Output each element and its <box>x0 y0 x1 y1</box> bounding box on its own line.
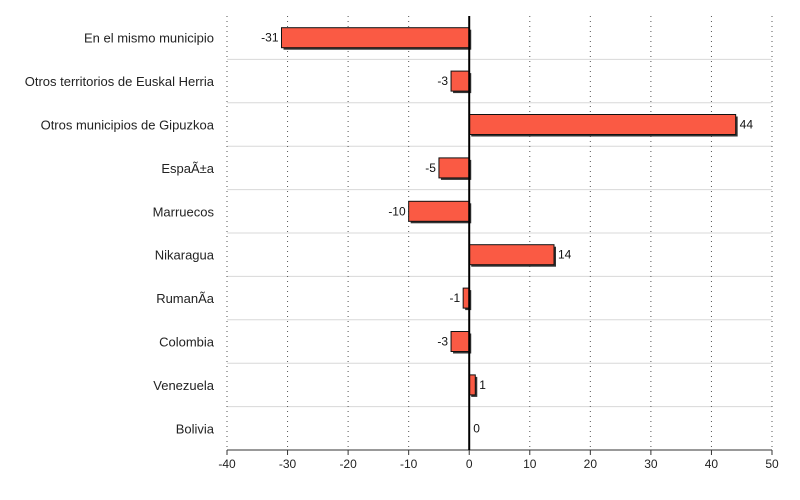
value-label: 44 <box>740 118 754 132</box>
category-label: Bolivia <box>176 421 215 436</box>
value-label: 1 <box>479 378 486 392</box>
x-tick-label: -10 <box>400 457 418 471</box>
category-label: Marruecos <box>153 204 215 219</box>
x-tick-label: 30 <box>644 457 658 471</box>
x-tick-label: 20 <box>584 457 598 471</box>
x-tick-label: -20 <box>339 457 357 471</box>
bar <box>450 70 470 92</box>
bar <box>450 331 470 352</box>
x-tick-label: 0 <box>466 457 473 471</box>
value-label: -3 <box>437 335 448 349</box>
value-label: -3 <box>437 74 448 88</box>
category-label: Venezuela <box>153 378 214 393</box>
value-label: 0 <box>473 421 480 435</box>
value-label: -5 <box>425 161 436 175</box>
x-tick-label: 40 <box>705 457 719 471</box>
category-label: Otros municipios de Gipuzkoa <box>41 118 215 133</box>
value-label: -31 <box>261 31 279 45</box>
category-label: Colombia <box>159 335 215 350</box>
bar <box>408 200 470 222</box>
value-label: 14 <box>558 248 572 262</box>
category-label: Otros territorios de Euskal Herria <box>25 74 215 89</box>
category-label: Nikaragua <box>155 248 215 263</box>
x-tick-label: 10 <box>523 457 537 471</box>
grid <box>226 16 773 455</box>
category-label: EspaÃ±a <box>161 161 214 176</box>
category-label: RumanÃ­a <box>156 291 215 306</box>
bars <box>281 16 738 450</box>
value-label: -10 <box>388 204 406 218</box>
x-tick-label: -40 <box>218 457 236 471</box>
bar <box>468 244 555 266</box>
bar <box>281 27 470 49</box>
x-tick-label: 50 <box>765 457 779 471</box>
bar <box>468 114 737 135</box>
value-label: -1 <box>449 291 460 305</box>
category-label: En el mismo municipio <box>84 31 214 46</box>
bar <box>438 157 470 179</box>
x-tick-label: -30 <box>279 457 297 471</box>
